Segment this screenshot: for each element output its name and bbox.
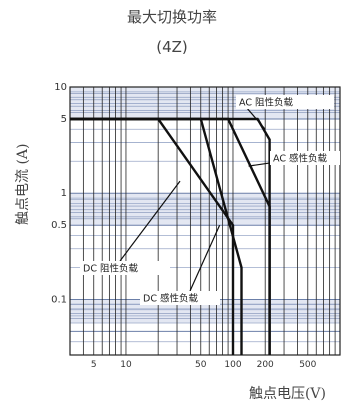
grid-band	[70, 193, 340, 226]
plot-frame	[69, 86, 341, 356]
series-leader-line	[119, 180, 181, 262]
series-label: AC 阻性负载	[239, 97, 293, 109]
series-label: DC 阻性负载	[83, 263, 138, 275]
y-tick-label: 1	[61, 188, 67, 199]
y-tick-label: 5	[61, 114, 67, 125]
x-tick-label: 500	[299, 360, 316, 370]
series-line	[70, 117, 243, 355]
grid-band	[70, 299, 340, 324]
x-axis-label: 触点电压(V)	[248, 386, 326, 402]
chart-title: 最大切换功率	[126, 8, 217, 26]
series-leader-line	[189, 224, 221, 292]
series-label-bg	[140, 291, 220, 305]
y-tick-label: 0.5	[51, 220, 67, 231]
x-tick-label: 50	[195, 360, 207, 370]
x-tick-label: 100	[224, 360, 241, 370]
y-tick-label: 0.1	[51, 294, 67, 305]
y-tick-label: 10	[54, 82, 67, 93]
series-label-bg	[80, 261, 170, 275]
x-tick-label: 200	[257, 360, 274, 370]
chart-subtitle: (4Z)	[156, 38, 188, 56]
x-tick-label: 10	[120, 360, 132, 370]
series-label-bg	[236, 95, 334, 109]
series-label: DC 感性负载	[143, 293, 198, 305]
x-tick-label: 5	[91, 360, 97, 370]
series-label-bg	[270, 151, 340, 165]
series-label: AC 感性负载	[273, 153, 327, 165]
